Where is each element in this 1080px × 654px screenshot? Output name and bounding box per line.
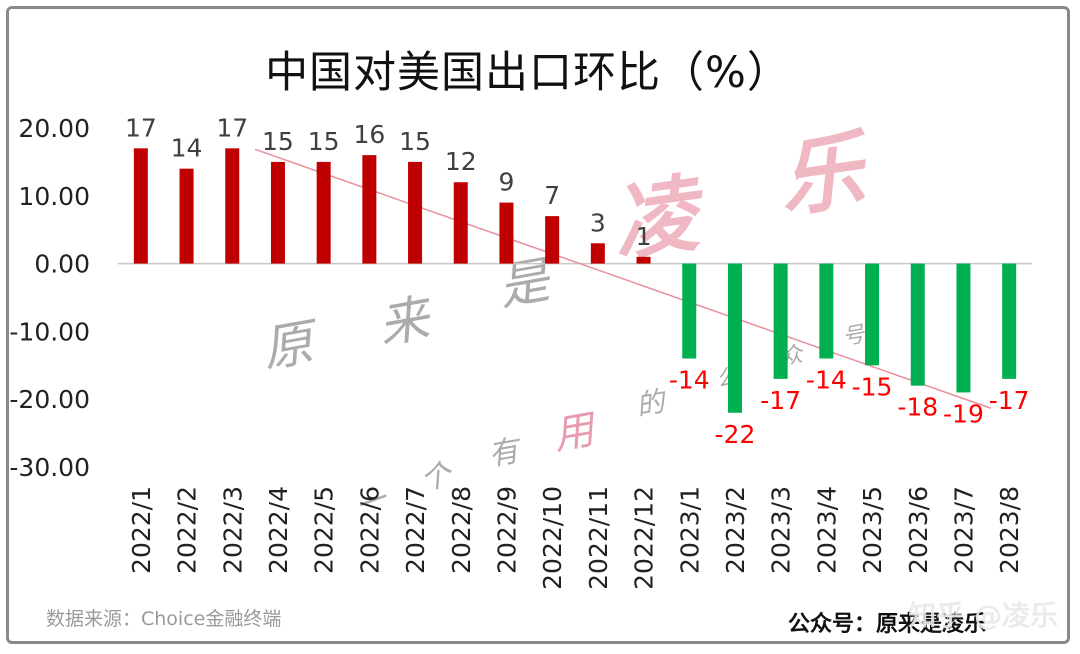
x-tick-label: 2022/6 bbox=[355, 486, 384, 574]
source-note: 数据来源：Choice金融终端 bbox=[46, 608, 282, 630]
x-tick-label: 2023/2 bbox=[721, 486, 750, 574]
bar-2023-4 bbox=[819, 263, 834, 359]
bar-2022-11 bbox=[590, 243, 605, 264]
bar-2022-7 bbox=[408, 161, 423, 264]
data-label: -22 bbox=[715, 420, 756, 449]
bar-2022-2 bbox=[179, 168, 194, 264]
x-tick-label: 2023/1 bbox=[675, 486, 704, 574]
y-tick-label: 10.00 bbox=[18, 182, 90, 211]
data-label: -17 bbox=[760, 386, 801, 415]
bar-2022-8 bbox=[453, 182, 468, 264]
data-label: -14 bbox=[806, 366, 847, 395]
data-label: -17 bbox=[989, 386, 1030, 415]
data-label: -15 bbox=[852, 372, 893, 401]
x-tick-label: 2022/1 bbox=[127, 486, 156, 574]
y-tick-label: 0.00 bbox=[34, 250, 90, 279]
x-tick-label: 2022/5 bbox=[310, 486, 339, 574]
bar-2022-5 bbox=[316, 161, 331, 264]
data-label: -18 bbox=[897, 393, 938, 422]
bar-2022-3 bbox=[225, 148, 240, 264]
x-tick-label: 2022/7 bbox=[401, 486, 430, 574]
data-label: 17 bbox=[125, 113, 157, 142]
data-label: 15 bbox=[262, 127, 294, 156]
bar-2023-5 bbox=[865, 263, 880, 366]
data-label: 1 bbox=[636, 222, 652, 251]
x-tick-label: 2022/3 bbox=[218, 486, 247, 574]
bar-2023-1 bbox=[682, 263, 697, 359]
x-tick-label: 2022/10 bbox=[538, 486, 567, 590]
data-label: 9 bbox=[498, 168, 514, 197]
bar-2023-6 bbox=[910, 263, 925, 386]
y-tick-label: -10.00 bbox=[9, 317, 90, 346]
data-label: 12 bbox=[445, 147, 477, 176]
data-label: -14 bbox=[669, 366, 710, 395]
data-label: 16 bbox=[353, 120, 385, 149]
bar-2022-12 bbox=[636, 256, 651, 264]
bar-2022-4 bbox=[270, 161, 285, 264]
x-tick-label: 2023/6 bbox=[904, 486, 933, 574]
bar-2022-6 bbox=[362, 155, 377, 264]
x-tick-label: 2022/2 bbox=[173, 486, 202, 574]
bar-2023-3 bbox=[773, 263, 788, 379]
data-label: 15 bbox=[308, 127, 340, 156]
bar-2023-7 bbox=[956, 263, 971, 393]
y-tick-label: -30.00 bbox=[9, 453, 90, 482]
chart-title: 中国对美国出口环比（%） bbox=[265, 48, 791, 98]
x-tick-label: 2022/8 bbox=[447, 486, 476, 574]
x-tick-label: 2023/4 bbox=[812, 486, 841, 574]
bar-2022-10 bbox=[545, 216, 560, 264]
bar-2022-1 bbox=[133, 148, 148, 264]
data-label: 3 bbox=[590, 208, 606, 237]
account-label: 公众号：原来是凌乐 bbox=[787, 612, 986, 637]
y-tick-label: 20.00 bbox=[18, 114, 90, 143]
x-tick-label: 2022/11 bbox=[584, 486, 613, 590]
chart-frame bbox=[6, 6, 1070, 644]
data-label: 7 bbox=[544, 181, 560, 210]
data-label: -19 bbox=[943, 399, 984, 428]
y-tick-label: -20.00 bbox=[9, 385, 90, 414]
data-label: 14 bbox=[171, 134, 203, 163]
x-tick-label: 2023/8 bbox=[995, 486, 1024, 574]
bar-2023-8 bbox=[1002, 263, 1017, 379]
x-tick-label: 2022/4 bbox=[264, 486, 293, 574]
data-label: 15 bbox=[399, 127, 431, 156]
x-tick-label: 2023/3 bbox=[767, 486, 796, 574]
x-tick-label: 2022/12 bbox=[630, 486, 659, 590]
zhihu-watermark: 知乎 @凌乐 bbox=[908, 599, 1058, 632]
x-tick-label: 2022/9 bbox=[492, 486, 521, 574]
x-tick-label: 2023/7 bbox=[949, 486, 978, 574]
bar-2022-9 bbox=[499, 202, 514, 264]
x-tick-label: 2023/5 bbox=[858, 486, 887, 574]
data-label: 17 bbox=[216, 113, 248, 142]
bar-2023-2 bbox=[727, 263, 742, 413]
